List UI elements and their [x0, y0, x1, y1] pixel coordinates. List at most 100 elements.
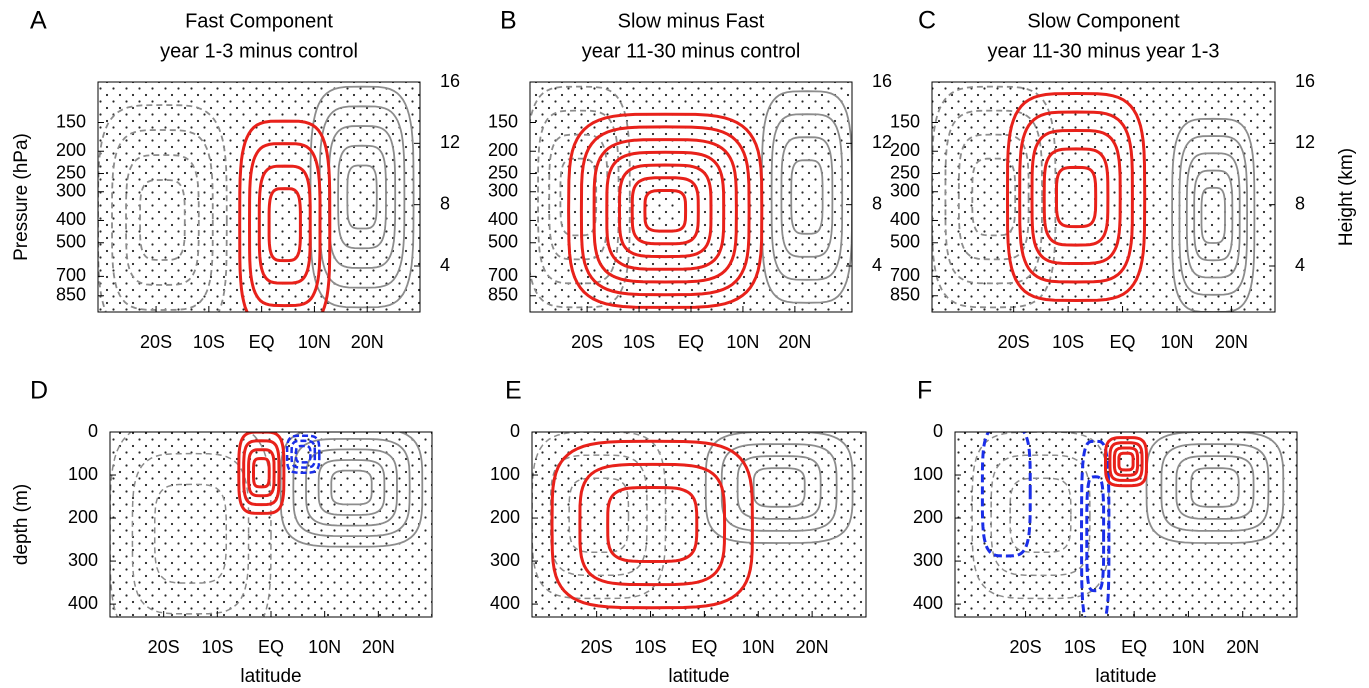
y-tick-label: 150 [56, 111, 86, 131]
panel-letter: E [505, 377, 522, 405]
x-tick-label: 10N [1172, 637, 1205, 657]
panel-subtitle: year 1-3 minus control [160, 40, 358, 62]
stipple [530, 82, 852, 312]
contour-line [1178, 135, 1249, 296]
y2-tick-label: 4 [1295, 255, 1305, 275]
contour-line [1018, 110, 1134, 284]
panel-letter: A [30, 7, 47, 35]
x-tick-label: EQ [1110, 332, 1136, 352]
contour-line [238, 119, 332, 312]
contour-line [770, 113, 844, 281]
x-axis-label: latitude [668, 666, 729, 687]
x-tick-label: 10N [1160, 332, 1193, 352]
y-tick-label: 850 [890, 285, 920, 305]
contour-line [1117, 451, 1135, 472]
y-tick-label: 250 [488, 162, 518, 182]
x-tick-label: 20N [796, 637, 829, 657]
panel-subtitle: year 11-30 minus control [582, 40, 801, 62]
x-tick-label: EQ [1121, 637, 1147, 657]
contour-line [780, 136, 834, 258]
y2-tick-label: 8 [872, 193, 882, 213]
y-tick-label: 850 [488, 285, 518, 305]
x-tick-label: 10S [193, 332, 225, 352]
contour-line [537, 109, 620, 285]
contour-line [704, 432, 854, 544]
contour-line [125, 154, 200, 286]
contour-line [337, 144, 387, 250]
contour-line [237, 432, 286, 515]
x-tick-label: 10N [742, 637, 775, 657]
contour-line [317, 459, 386, 516]
plot-frame [931, 81, 1276, 313]
x-tick-label: 10S [1064, 637, 1096, 657]
x-tick-label: 20N [778, 332, 811, 352]
y-tick-label: 300 [913, 550, 943, 570]
x-tick-label: 20S [571, 332, 603, 352]
x-tick-label: 10S [1052, 332, 1084, 352]
y-tick-label: 0 [933, 421, 943, 441]
plot-frame [954, 431, 1298, 618]
panel-title: Slow minus Fast [618, 10, 765, 32]
y-tick-label: 400 [890, 209, 920, 229]
y-tick-label: 0 [510, 421, 520, 441]
x-tick-label: 10N [308, 637, 341, 657]
y-tick-label: 100 [490, 464, 520, 484]
contour-line [252, 456, 271, 489]
x-axis-label: latitude [240, 666, 301, 687]
contour-line [980, 432, 1032, 558]
contour-line [532, 432, 667, 600]
contour-line [592, 138, 738, 284]
x-tick-label: 20S [581, 637, 613, 657]
contour-line [292, 437, 411, 538]
contour-line [530, 85, 631, 309]
y-tick-label: 100 [68, 464, 98, 484]
contour-line [98, 104, 228, 312]
contour-line [1171, 117, 1256, 312]
y2-tick-label: 16 [440, 71, 460, 91]
y-tick-label: 400 [913, 593, 943, 613]
y-tick-label: 100 [913, 464, 943, 484]
contour-line [1175, 455, 1255, 520]
plot-area [932, 82, 1275, 312]
contour-line [247, 142, 322, 308]
y2-tick-label: 4 [872, 255, 882, 275]
contour-line [932, 85, 1057, 309]
contour-line [153, 483, 228, 584]
x-tick-label: 20S [140, 332, 172, 352]
x-tick-label: EQ [691, 637, 717, 657]
y-tick-label: 250 [890, 162, 920, 182]
contour-line [346, 164, 378, 230]
contour-line [550, 439, 754, 610]
contour-line [549, 454, 648, 577]
y2-tick-label: 12 [1295, 132, 1315, 152]
contour-line [267, 187, 302, 263]
x-tick-label: 20N [1226, 637, 1259, 657]
x-tick-label: 20N [351, 332, 384, 352]
contour-line [131, 452, 250, 615]
y-tick-label: 500 [488, 232, 518, 252]
contour-line [568, 477, 630, 554]
y-tick-label: 400 [56, 209, 86, 229]
contour-line [752, 467, 806, 508]
x-tick-label: 10N [726, 332, 759, 352]
y-tick-label: 250 [56, 162, 86, 182]
plot-area [530, 82, 852, 312]
panel-title: Slow Component [1027, 10, 1180, 32]
y2-axis-label: Height (km) [1336, 148, 1357, 246]
contour-line [944, 109, 1044, 285]
stipple [955, 432, 1297, 617]
y2-tick-label: 4 [440, 255, 450, 275]
y-tick-label: 400 [68, 593, 98, 613]
y-tick-label: 0 [88, 421, 98, 441]
contour-line [1108, 441, 1144, 482]
panel-letter: D [30, 377, 48, 405]
contour-line [305, 448, 398, 527]
contour-line [1085, 475, 1106, 593]
contour-line [559, 157, 598, 237]
plot-area [955, 432, 1297, 617]
y2-tick-label: 16 [872, 71, 892, 91]
y-tick-label: 300 [490, 550, 520, 570]
x-tick-label: EQ [249, 332, 275, 352]
panel-title: Fast Component [185, 10, 333, 32]
